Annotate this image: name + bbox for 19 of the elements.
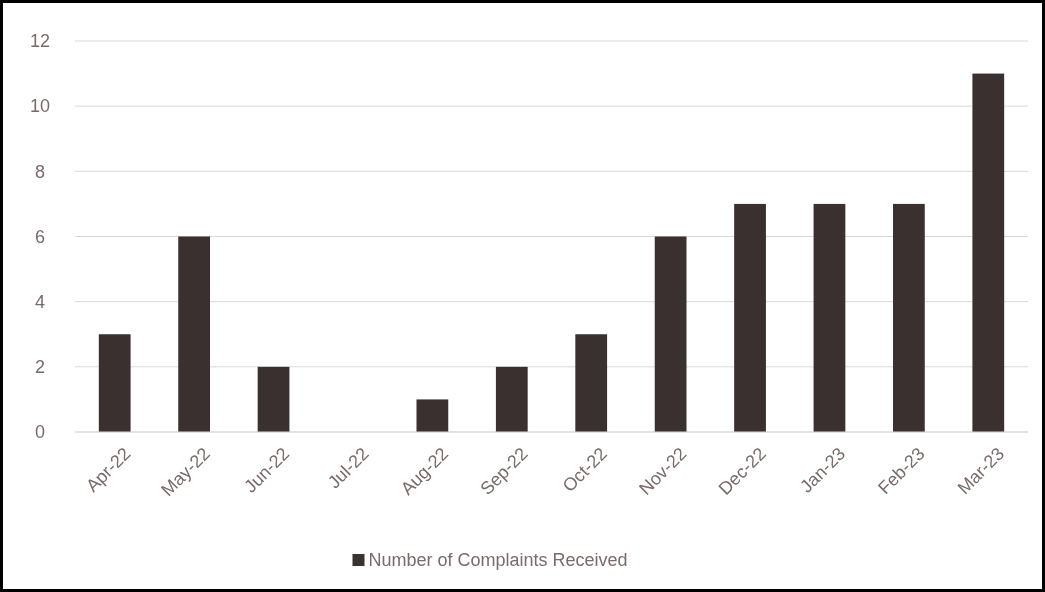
bar (813, 203, 846, 432)
bar (495, 366, 528, 432)
bar (416, 399, 449, 432)
bar (575, 334, 608, 432)
bar (892, 203, 925, 432)
bar (972, 73, 1005, 432)
y-tick-label: 2 (34, 357, 46, 378)
y-tick-label: 12 (29, 31, 51, 52)
y-tick-label: 0 (34, 422, 46, 443)
bar (734, 203, 766, 432)
bar (178, 236, 211, 432)
legend-label: Number of Complaints Received (368, 550, 628, 571)
y-tick-label: 8 (34, 161, 46, 182)
y-tick-label: 6 (34, 226, 46, 247)
bar (257, 366, 290, 432)
bar (654, 236, 687, 432)
y-tick-label: 10 (29, 96, 51, 117)
y-tick-label: 4 (34, 291, 46, 312)
bar (98, 334, 131, 432)
